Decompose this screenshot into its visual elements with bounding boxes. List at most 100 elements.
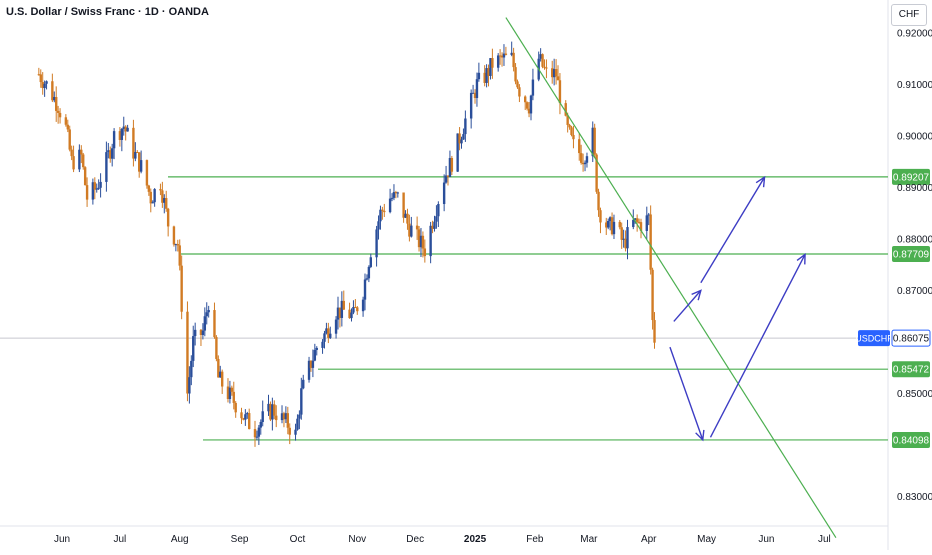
candle-body <box>105 152 108 182</box>
candle-body <box>220 371 224 387</box>
candle-body <box>336 307 340 320</box>
candle-body <box>161 190 164 203</box>
candle-body <box>273 404 276 416</box>
candle-body <box>572 134 575 140</box>
candle-body <box>417 229 421 248</box>
candle-body <box>618 221 621 228</box>
candle-body <box>634 218 637 220</box>
candle-body <box>178 245 181 266</box>
candle-body <box>43 83 46 89</box>
x-tick-label: Jun <box>758 534 774 545</box>
candle-body <box>545 67 548 69</box>
candle-body <box>516 81 519 88</box>
candle-body <box>518 87 521 97</box>
candle-body <box>286 413 290 428</box>
x-tick-label: Sep <box>231 534 249 545</box>
candle-body <box>610 217 614 235</box>
level-price-tag <box>892 245 930 262</box>
candle-body <box>460 139 463 144</box>
candle-body <box>456 133 459 172</box>
candle-body <box>275 415 278 421</box>
candle-body <box>435 216 438 222</box>
projection-arrow-head <box>691 289 702 301</box>
candle-body <box>267 403 270 412</box>
candle-body <box>363 279 367 300</box>
candle-body <box>232 391 235 403</box>
candle-body <box>608 217 612 221</box>
candle-body <box>136 152 139 154</box>
candle-body <box>240 412 243 419</box>
y-tick-label: 0.85000 <box>897 389 932 400</box>
level-price-label: 0.84098 <box>893 435 930 446</box>
candle-body <box>166 208 170 227</box>
candle-body <box>512 52 515 68</box>
candle-body <box>635 218 639 222</box>
candle-body <box>205 312 208 317</box>
time-axis[interactable]: Jun Jul Aug Sep Oct Nov Dec 2025 Feb Mar Apr May Jun… <box>54 534 831 545</box>
candle-body <box>402 192 405 218</box>
candle-body <box>176 244 179 246</box>
candle-body <box>282 413 286 420</box>
candle-body <box>340 300 344 318</box>
candle-body <box>448 158 452 178</box>
candle-body <box>350 312 353 319</box>
candle-body <box>475 79 479 99</box>
candle-body <box>56 110 60 113</box>
candle-body <box>323 333 326 342</box>
candle-body <box>132 127 135 159</box>
candle-body <box>298 414 301 419</box>
candle-body <box>151 202 154 204</box>
candle-body <box>458 133 461 144</box>
chart-title: U.S. Dollar / Swiss Franc · 1D · OANDA <box>6 6 209 18</box>
candle-body <box>327 328 330 338</box>
candle-body <box>207 310 210 313</box>
candle-body <box>334 319 338 334</box>
candle-body <box>568 124 571 128</box>
currency-selector[interactable]: CHF <box>891 4 927 26</box>
candle-body <box>450 158 454 172</box>
level-price-label: 0.87709 <box>893 249 930 260</box>
candle-body <box>504 53 508 55</box>
candle-body <box>423 248 427 257</box>
x-tick-label: Jul <box>818 534 831 545</box>
symbol-label: USDCHF <box>855 334 893 344</box>
candle-body <box>645 215 648 231</box>
candle-body <box>637 221 641 223</box>
candle-body <box>375 229 378 258</box>
candle-body <box>410 225 413 237</box>
candle-body <box>554 69 558 77</box>
candle-body <box>64 117 68 125</box>
x-tick-label: Mar <box>580 534 598 545</box>
candle-body <box>593 127 596 155</box>
candle-body <box>280 413 284 421</box>
candle-body <box>190 360 193 378</box>
candle-body <box>253 429 257 438</box>
candle-body <box>199 329 203 335</box>
candle-body <box>53 96 56 101</box>
x-tick-label: 2025 <box>464 534 487 545</box>
candle-body <box>147 185 151 192</box>
candle-body <box>529 95 533 114</box>
candle-body <box>581 162 585 165</box>
candle-body <box>41 82 44 89</box>
trendline <box>505 17 837 539</box>
candle-body <box>112 131 116 149</box>
candle-body <box>367 266 371 279</box>
price-axis[interactable]: 0.92000 0.91000 0.90000 0.89000 0.88000 0.870… <box>855 29 932 504</box>
candle-body <box>464 118 467 135</box>
candle-body <box>118 131 122 140</box>
candle-body <box>556 76 560 81</box>
candle-body <box>134 152 137 159</box>
candle-body <box>109 150 112 159</box>
candle-body <box>510 52 513 55</box>
current-price-tag <box>891 329 931 347</box>
candle-body <box>583 162 587 165</box>
level-price-tag <box>892 168 930 185</box>
x-tick-label: Aug <box>171 534 189 545</box>
candle-body <box>552 69 556 78</box>
candle-body <box>541 54 544 67</box>
candle-body <box>566 115 569 125</box>
candle-body <box>126 127 129 132</box>
